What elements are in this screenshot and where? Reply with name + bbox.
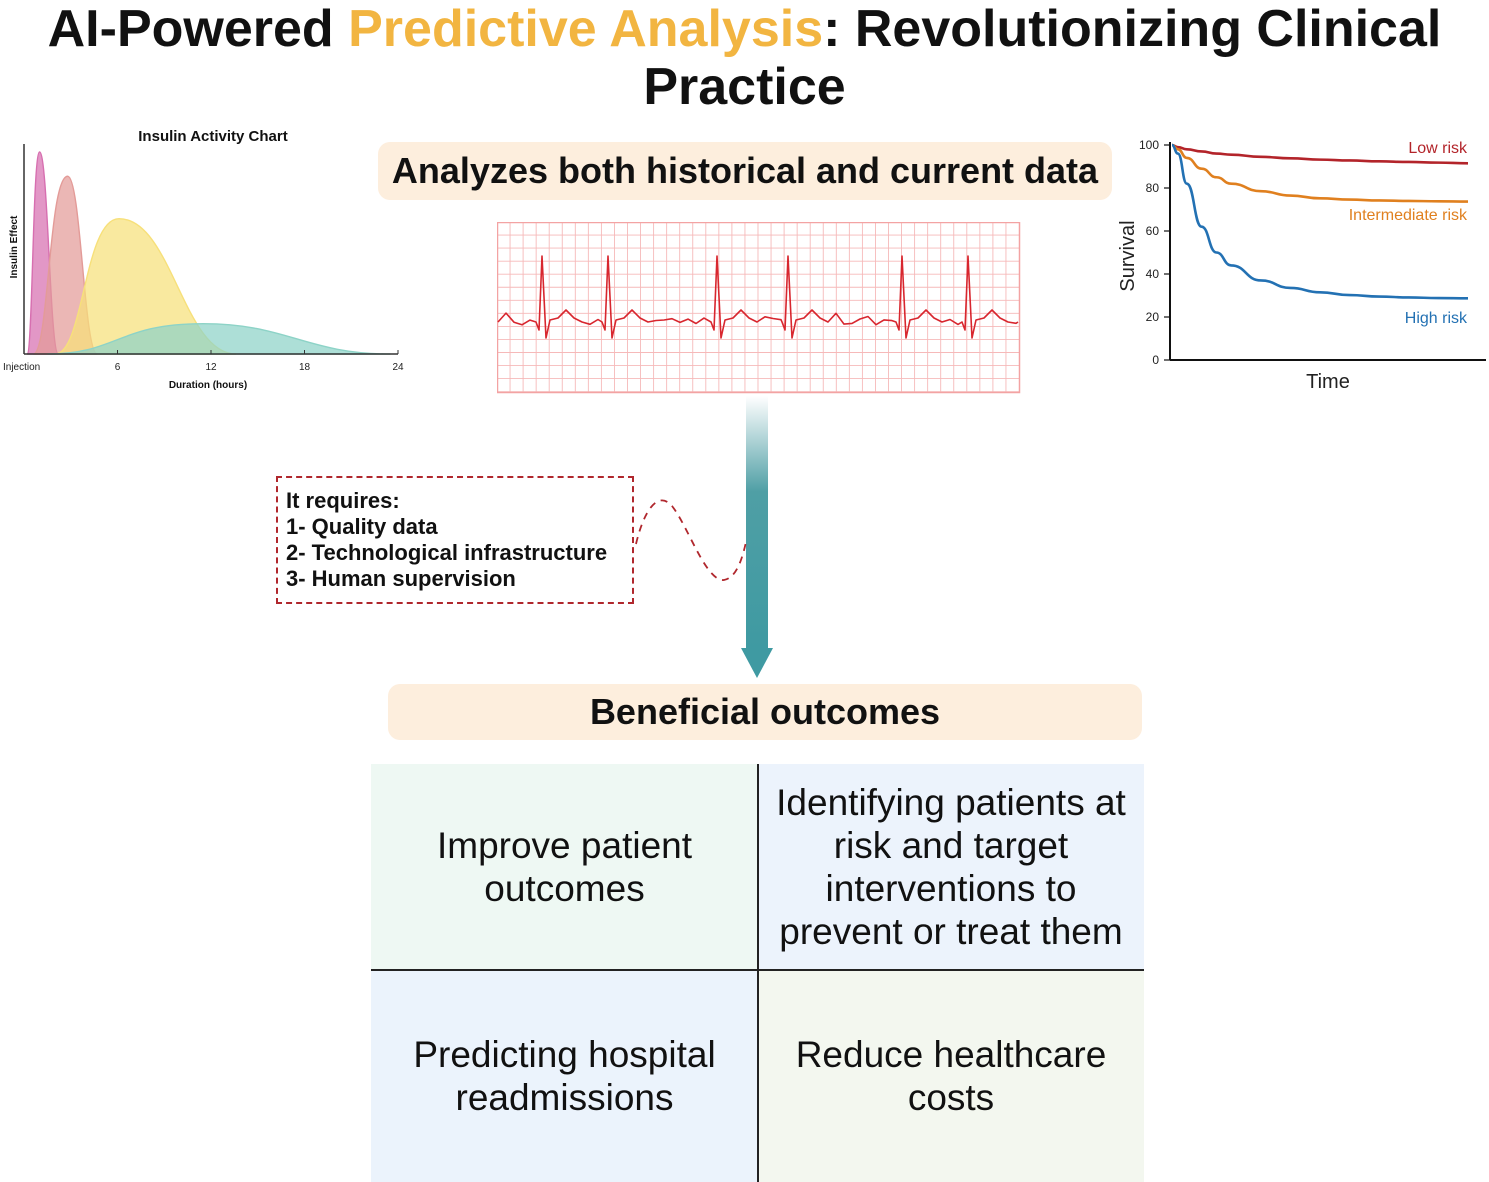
survival-chart: Survival Time 0 20 40 60 80 100 Low risk Inter… <box>1117 138 1486 393</box>
ecg-border <box>497 222 1021 394</box>
survival-series-line <box>1171 143 1469 300</box>
survival-y-tick-label: 40 <box>1146 267 1160 281</box>
outcomes-grid: Improve patient outcomes Identifying pat… <box>371 764 1144 1182</box>
survival-series-line <box>1171 143 1469 203</box>
outcome-cell: Predicting hospital readmissions <box>371 970 758 1182</box>
survival-chart-ylabel: Survival <box>1117 220 1139 291</box>
insulin-x-tick-label: 12 <box>205 362 217 373</box>
survival-y-tick-label: 100 <box>1139 138 1159 152</box>
requirement-item: 3- Human supervision <box>286 566 516 591</box>
insulin-chart-xlabel: Duration (hours) <box>169 380 247 391</box>
title-text: AI-Powered <box>47 0 349 58</box>
requirement-item: 2- Technological infrastructure <box>286 540 608 565</box>
survival-y-tick-label: 80 <box>1146 181 1160 195</box>
insulin-activity-chart: Insulin Activity Chart Insulin Effect Du… <box>3 128 404 391</box>
insulin-chart-title: Insulin Activity Chart <box>138 128 287 145</box>
survival-y-tick-label: 0 <box>1152 353 1159 367</box>
survival-series-line <box>1171 143 1469 165</box>
requirement-item: 1- Quality data <box>286 514 438 539</box>
title-text-end: : Revolutionizing Clinical <box>823 0 1442 58</box>
survival-series-label: Low risk <box>1408 140 1468 157</box>
requirements-heading: It requires: <box>286 488 400 513</box>
title-highlight: Predictive Analysis <box>348 0 824 58</box>
ecg-trace <box>497 255 1019 339</box>
dashed-connector <box>635 499 747 581</box>
grid-divider-horizontal <box>371 969 1144 971</box>
survival-series-label: High risk <box>1405 310 1468 327</box>
outcome-cell: Reduce healthcare costs <box>758 970 1144 1182</box>
grid-divider-vertical <box>757 764 759 1182</box>
insulin-x-tick-label: 6 <box>115 362 121 373</box>
insulin-curve <box>47 322 391 355</box>
insulin-x-tick-label: 18 <box>299 362 311 373</box>
survival-chart-xlabel: Time <box>1306 371 1350 393</box>
insulin-x-tick-label: Injection <box>3 362 40 373</box>
title-line2: Practice <box>643 58 846 116</box>
page-title: AI-Powered Predictive Analysis: Revoluti… <box>0 0 1489 116</box>
survival-y-tick-label: 60 <box>1146 224 1160 238</box>
data-analysis-label: Analyzes both historical and current dat… <box>378 142 1112 200</box>
flow-arrow <box>741 396 773 678</box>
insulin-chart-ylabel: Insulin Effect <box>9 215 20 278</box>
outcome-cell: Improve patient outcomes <box>371 764 758 970</box>
insulin-x-tick-label: 24 <box>392 362 404 373</box>
ecg-strip <box>497 222 1021 394</box>
survival-y-tick-label: 20 <box>1146 310 1160 324</box>
survival-series-label: Intermediate risk <box>1349 207 1468 224</box>
outcome-cell: Identifying patients at risk and target … <box>758 764 1144 970</box>
requirements-box: It requires: 1- Quality data 2- Technolo… <box>276 476 634 604</box>
outcomes-label: Beneficial outcomes <box>388 684 1142 740</box>
